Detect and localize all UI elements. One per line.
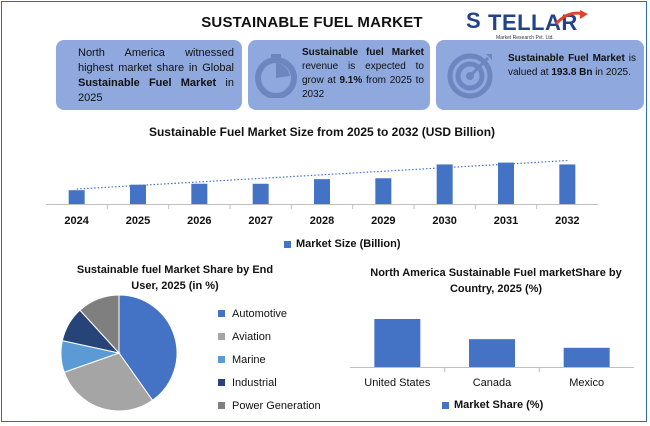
card1-bold: Sustainable Fuel Market — [78, 77, 217, 89]
x-tick-label: 2030 — [432, 215, 456, 227]
card2-mid: revenue is expected to grow at — [302, 61, 424, 86]
country-legend: Market Share (%) — [442, 399, 543, 411]
pie-slice — [79, 294, 120, 355]
legend-swatch — [284, 240, 291, 248]
market-size-bar — [252, 183, 269, 204]
market-size-chart: 2024 2025 2026 2027 2028 2029 2030 2031 2032 — [46, 159, 598, 227]
legend-label: Marine — [232, 353, 266, 366]
trend-line — [76, 159, 568, 190]
card3-bold1: Sustainable Fuel Market — [508, 53, 625, 64]
card2-bold2: 9.1% — [339, 75, 363, 86]
legend-label: Industrial — [232, 376, 277, 389]
market-size-bar — [68, 190, 85, 204]
legend-swatch — [218, 310, 225, 317]
market-size-chart-title: Sustainable Fuel Market Size from 2025 t… — [148, 125, 496, 139]
card1-text: North America witnessed highest market s… — [78, 47, 234, 74]
legend-swatch — [218, 379, 225, 386]
market-size-legend-label: Market Size (Billion) — [296, 238, 401, 250]
card1-post: in 2025 — [78, 77, 234, 104]
end-user-pie-chart — [60, 294, 178, 412]
legend-label: Aviation — [232, 330, 271, 343]
logo-initial: S — [466, 8, 481, 33]
market-size-bar — [436, 164, 453, 204]
legend-label: Power Generation — [232, 399, 321, 412]
market-size-bar — [498, 162, 514, 204]
country-legend-label: Market Share (%) — [454, 399, 544, 411]
info-card-growth: Sustainable fuel Market revenue is expec… — [248, 40, 430, 110]
market-size-bar — [130, 184, 146, 204]
market-size-bar — [375, 178, 392, 204]
market-size-bar — [314, 179, 330, 204]
x-tick-label: 2032 — [555, 215, 579, 227]
market-size-bar — [191, 183, 208, 204]
market-size-legend: Market Size (Billion) — [284, 238, 401, 250]
country-bar — [563, 347, 610, 367]
country-chart-title: North America Sustainable Fuel marketSha… — [370, 267, 622, 295]
x-tick-label: United States — [364, 377, 431, 389]
country-bar — [469, 339, 515, 367]
x-tick-label: Mexico — [569, 377, 604, 389]
x-tick-label: 2026 — [187, 215, 211, 227]
pie-slice — [63, 352, 154, 412]
card2-bold1: Sustainable fuel Market — [302, 47, 424, 58]
card3-post: in 2025. — [592, 67, 631, 78]
card2-text: Sustainable fuel Market revenue is expec… — [302, 46, 424, 102]
country-bar — [374, 319, 421, 367]
card3-bold2: 193.8 Bn — [551, 67, 593, 78]
logo-brand: TELLAR — [488, 10, 578, 35]
logo-arrow-icon — [554, 10, 588, 26]
gauge-icon — [255, 54, 297, 98]
info-card-north-america: North America witnessed highest market s… — [56, 40, 242, 110]
company-logo: S TELLAR Market Research Pvt. Ltd. — [466, 6, 596, 46]
legend-item: Power Generation — [218, 394, 321, 417]
card3-mid: is valued at — [508, 53, 636, 78]
end-user-legend: Automotive Aviation Marine Industrial Power … — [218, 302, 321, 417]
target-icon — [447, 53, 493, 99]
x-tick-label: 2031 — [494, 215, 518, 227]
x-tick-label: Canada — [473, 377, 512, 389]
legend-item: Aviation — [218, 325, 321, 348]
market-size-bar — [559, 164, 576, 204]
legend-swatch — [218, 356, 225, 363]
x-tick-label: 2029 — [371, 215, 395, 227]
end-user-chart-title: Sustainable fuel Market Share by End Use… — [76, 264, 274, 292]
legend-swatch — [442, 401, 449, 409]
legend-item: Industrial — [218, 371, 321, 394]
legend-label: Automotive — [232, 307, 288, 320]
x-tick-label: 2024 — [64, 215, 89, 227]
country-share-chart: United States Canada Mexico — [350, 319, 634, 389]
info-card-valuation: Sustainable Fuel Market is valued at 193… — [436, 40, 644, 110]
x-tick-label: 2028 — [310, 215, 334, 227]
x-tick-label: 2025 — [126, 215, 150, 227]
logo-tagline: Market Research Pvt. Ltd. — [496, 35, 554, 41]
legend-swatch — [218, 333, 225, 340]
card2-post: from 2025 to 2032 — [302, 75, 424, 100]
page-title: SUSTAINABLE FUEL MARKET — [201, 14, 423, 31]
card3-text: Sustainable Fuel Market is valued at 193… — [508, 52, 636, 80]
legend-swatch — [218, 402, 225, 409]
legend-item: Marine — [218, 348, 321, 371]
legend-item: Automotive — [218, 302, 321, 325]
pie-slice — [118, 294, 178, 402]
x-tick-label: 2027 — [248, 215, 272, 227]
